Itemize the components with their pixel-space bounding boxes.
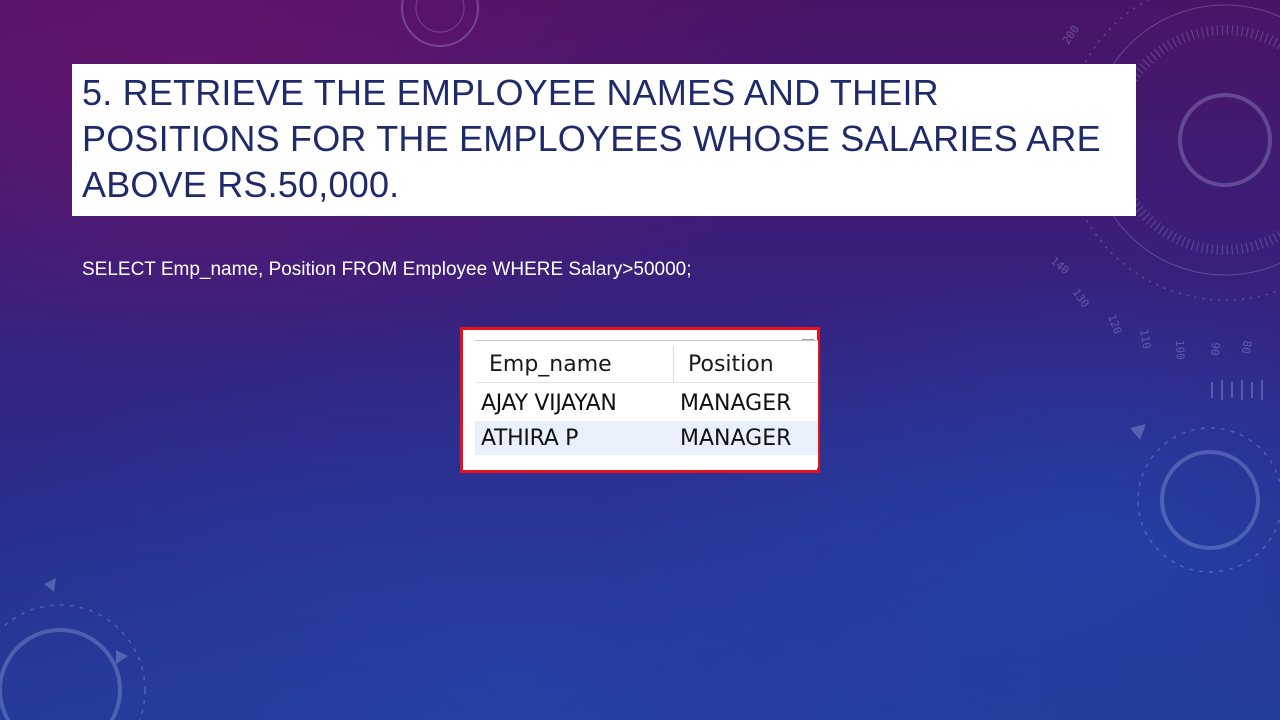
- arrow-head-icon: [116, 650, 128, 664]
- dial-number: 100: [1173, 340, 1187, 360]
- dial-number: 120: [1105, 313, 1124, 336]
- dial-number: 130: [1070, 286, 1092, 310]
- lower-ring-outer: [1137, 427, 1280, 573]
- dial-number: 110: [1137, 328, 1153, 350]
- grid-top-border: [475, 340, 818, 341]
- dial-number: 80: [1239, 339, 1254, 354]
- grid-corner-marker: [802, 336, 814, 340]
- lower-ring: [1160, 450, 1260, 550]
- dial-tick-ring: [1110, 25, 1280, 255]
- arrow-head-icon: [1130, 424, 1146, 440]
- top-arc-decoration-inner: [415, 0, 465, 33]
- dial-number: 200: [1060, 23, 1082, 47]
- column-header-emp-name: Emp_name: [475, 346, 674, 382]
- column-header-position: Position: [688, 351, 774, 377]
- query-result-screenshot: Emp_name Position AJAY VIJAYAN MANAGER A…: [460, 327, 820, 473]
- cell-position: MANAGER: [680, 390, 792, 416]
- arrow-head-icon: [44, 578, 56, 592]
- dial-inner-ring: [1178, 93, 1272, 187]
- cell-emp-name: ATHIRA P: [481, 425, 579, 451]
- cell-position: MANAGER: [680, 425, 792, 451]
- bottom-left-ring: [0, 628, 122, 720]
- result-grid: Emp_name Position AJAY VIJAYAN MANAGER A…: [475, 339, 818, 468]
- dial-number: 140: [1048, 254, 1072, 277]
- dial-number: 90: [1208, 342, 1222, 356]
- top-arc-decoration: [401, 0, 479, 47]
- table-header-row: Emp_name Position: [475, 346, 818, 383]
- sql-query-text: SELECT Emp_name, Position FROM Employee …: [82, 259, 692, 280]
- table-row: ATHIRA P MANAGER: [475, 421, 818, 455]
- slide-title-box: 5. RETRIEVE THE EMPLOYEE NAMES AND THEIR…: [72, 64, 1136, 216]
- slide-title: 5. RETRIEVE THE EMPLOYEE NAMES AND THEIR…: [82, 72, 1101, 205]
- bottom-left-ring-outer: [0, 604, 146, 720]
- table-row: AJAY VIJAYAN MANAGER: [475, 386, 818, 420]
- cell-emp-name: AJAY VIJAYAN: [481, 390, 617, 416]
